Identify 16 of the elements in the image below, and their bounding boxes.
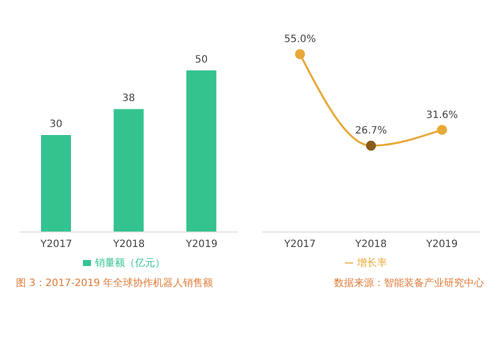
x-tick-label: Y2019 — [184, 239, 218, 250]
caption: 图 3：2017-2019 年全球协作机器人销售额 — [15, 276, 214, 291]
data-label: 38 — [122, 93, 136, 104]
x-tick-label: Y2017 — [40, 239, 72, 250]
x-tick-label: Y2018 — [354, 239, 387, 250]
x-tick-label: Y2017 — [283, 239, 316, 250]
data-label: 50 — [194, 54, 208, 66]
x-tick-label: Y2018 — [112, 239, 145, 250]
data-label: 55.0% — [284, 34, 316, 46]
source-note: 数据来源：智能装备产业研究中心 — [333, 276, 485, 291]
data-label: 31.6% — [426, 110, 458, 121]
legend-label: 销量额（亿元） — [95, 258, 165, 269]
legend-label: 增长率 — [357, 258, 387, 269]
data-label: 26.7% — [355, 126, 387, 137]
data-label: 30 — [50, 119, 62, 130]
x-tick-label: Y2019 — [425, 239, 458, 250]
